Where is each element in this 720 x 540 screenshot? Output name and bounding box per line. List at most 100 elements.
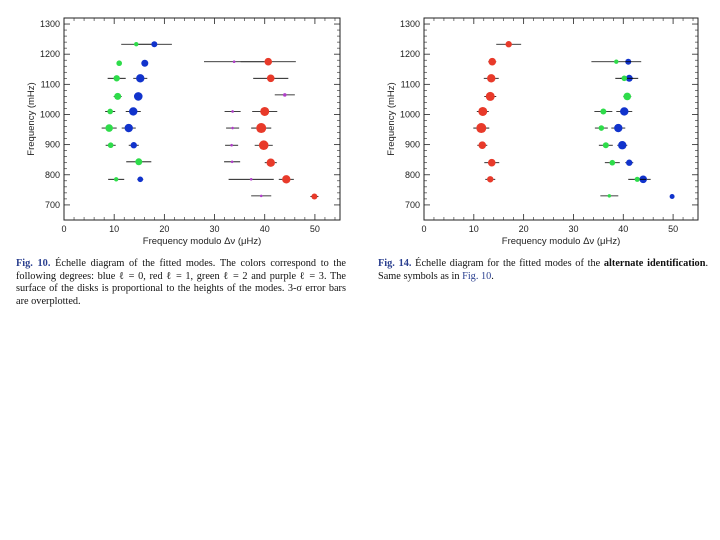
mode-point-red <box>266 158 275 167</box>
mode-point-red <box>487 176 494 183</box>
mode-point-red <box>266 74 275 83</box>
figure-14-echelle-plot: 0 10 20 30 40 50 700 800 900 1000 1100 1200 1300 Freq… <box>372 10 710 247</box>
mode-point-green <box>116 60 122 67</box>
y-tick-label: 900 <box>45 140 60 150</box>
mode-point-blue <box>151 41 158 48</box>
mode-point-green <box>135 158 143 166</box>
mode-point-green <box>113 75 120 82</box>
mode-point-green <box>621 75 628 82</box>
mode-point-green <box>623 92 632 101</box>
y-tick-label: 1100 <box>41 79 60 89</box>
plot-frame <box>63 17 341 221</box>
y-tick-label: 700 <box>45 200 60 210</box>
x-tick-label: 50 <box>668 224 678 234</box>
mode-point-red <box>282 175 291 184</box>
mode-point-red <box>505 41 512 48</box>
x-tick-label: 10 <box>109 224 119 234</box>
mode-point-green <box>114 92 122 100</box>
mode-point-blue <box>141 59 149 67</box>
mode-point-red <box>264 57 273 66</box>
y-tick-label: 1000 <box>40 109 60 119</box>
x-tick-label: 0 <box>421 224 426 234</box>
mode-point-green <box>602 142 609 149</box>
mode-point-blue <box>133 92 143 101</box>
figure-10-echelle-plot: 0 10 20 30 40 50 700 800 900 1000 1100 1200 1300 Freq… <box>10 10 350 247</box>
figure-10-caption: Fig. 10. Échelle diagram of the fitted m… <box>16 258 346 308</box>
y-tick-label: 900 <box>405 140 420 150</box>
y-tick-label: 1100 <box>401 79 420 89</box>
mode-point-green <box>598 125 605 131</box>
mode-point-blue <box>124 123 133 133</box>
mode-point-blue <box>137 176 144 183</box>
mode-point-red <box>487 158 496 167</box>
mode-point-red <box>478 106 488 116</box>
mode-point-green <box>634 176 640 182</box>
mode-point-green <box>105 124 113 132</box>
y-tick-label: 800 <box>45 170 60 180</box>
x-tick-label: 40 <box>260 224 270 234</box>
mode-point-purple <box>249 177 253 181</box>
caption-text-part: Échelle diagram for the fitted modes of … <box>411 258 604 269</box>
x-tick-label: 30 <box>568 224 578 234</box>
mode-point-green <box>607 194 612 198</box>
echelle-chart-fig14: 0 10 20 30 40 50 700 800 900 1000 1100 1200 1300 Freq… <box>386 17 699 247</box>
caption-text-part[interactable]: Fig. 10 <box>462 270 492 282</box>
y-tick-label: 1000 <box>400 109 420 119</box>
mode-point-green <box>609 159 616 166</box>
mode-point-red <box>260 106 270 116</box>
y-tick-label: 800 <box>405 170 420 180</box>
mode-point-purple <box>231 126 234 130</box>
x-tick-label: 20 <box>519 224 529 234</box>
mode-point-red <box>258 140 269 151</box>
y-tick-label: 1300 <box>40 19 60 29</box>
mode-point-red <box>487 74 496 83</box>
mode-point-green <box>614 59 619 64</box>
mode-point-green <box>107 108 113 115</box>
caption-text-part: alternate identification <box>603 258 706 269</box>
mode-point-blue <box>136 74 145 83</box>
caption-text-part: . <box>491 270 494 282</box>
mode-point-red <box>311 193 318 200</box>
x-tick-label: 50 <box>310 224 320 234</box>
x-tick-label: 40 <box>618 224 628 234</box>
x-tick-label: 30 <box>210 224 220 234</box>
y-axis-label: Frequency (mHz) <box>26 82 37 155</box>
mode-point-blue <box>620 107 629 116</box>
figure-14-caption-label: Fig. 14. <box>378 258 412 269</box>
x-tick-label: 10 <box>469 224 479 234</box>
mode-point-purple <box>230 143 233 147</box>
mode-point-red <box>256 123 267 134</box>
mode-point-blue <box>130 142 137 149</box>
x-tick-label: 0 <box>61 224 66 234</box>
mode-point-green <box>107 142 114 149</box>
mode-point-purple <box>232 60 236 64</box>
echelle-chart-fig10: 0 10 20 30 40 50 700 800 900 1000 1100 1200 1300 Freq… <box>26 17 341 247</box>
plot-frame <box>423 17 699 221</box>
x-axis-label: Frequency modulo Δν (μHz) <box>143 236 261 246</box>
mode-point-red <box>488 57 497 66</box>
mode-point-red <box>478 141 487 150</box>
figure-10-caption-label: Fig. 10. <box>16 258 51 269</box>
mode-point-purple <box>230 160 234 164</box>
mode-point-red <box>476 123 487 134</box>
y-tick-label: 1200 <box>40 49 60 59</box>
mode-point-purple <box>283 93 287 97</box>
y-tick-label: 700 <box>405 200 420 210</box>
mode-point-blue <box>626 159 633 166</box>
mode-point-blue <box>669 193 675 199</box>
figure-14-caption: Fig. 14. Échelle diagram for the fitted … <box>378 258 708 283</box>
caption-text-part: Échelle diagram of the fitted modes. The… <box>16 258 347 307</box>
y-axis-label: Frequency (mHz) <box>386 82 397 155</box>
mode-point-purple <box>259 194 263 198</box>
mode-point-red <box>485 91 495 101</box>
mode-point-blue <box>614 123 623 133</box>
y-tick-label: 1200 <box>400 49 420 59</box>
y-tick-label: 1300 <box>400 19 420 29</box>
mode-point-blue <box>618 141 627 150</box>
mode-point-purple <box>231 110 234 113</box>
x-tick-label: 20 <box>159 224 169 234</box>
mode-point-green <box>134 42 139 47</box>
mode-point-green <box>600 108 607 115</box>
x-axis-label: Frequency modulo Δν (μHz) <box>502 236 620 246</box>
mode-point-green <box>113 177 119 182</box>
